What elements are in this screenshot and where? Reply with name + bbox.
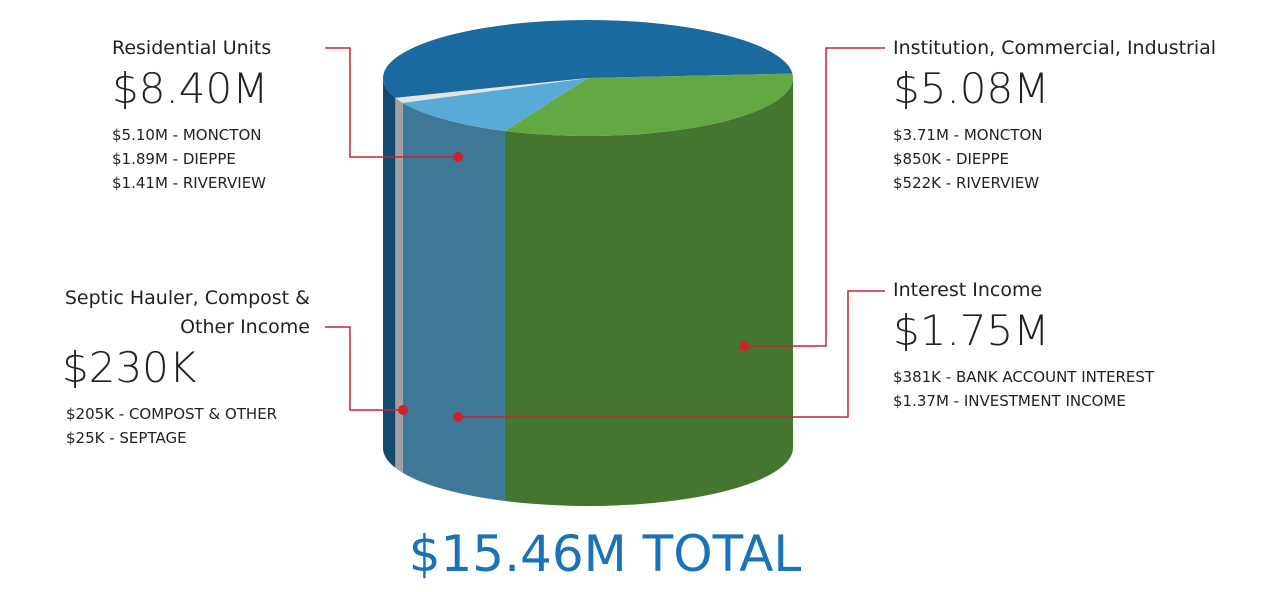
- slice-label: Residential Units $8.40M $5.10M - MONCTON $…: [112, 34, 412, 195]
- detail-line: $850K - DIEPPE: [893, 150, 1009, 168]
- slice-side: [504, 78, 793, 507]
- slice: [504, 73, 793, 136]
- slice-label: Septic Hauler, Compost & Other Income $23…: [40, 284, 310, 450]
- details: $381K - BANK ACCOUNT INTEREST $1.37M - IN…: [893, 365, 1280, 413]
- dot: [398, 405, 408, 415]
- category-name: Residential Units: [112, 37, 272, 59]
- leader-line: [458, 290, 885, 418]
- details: $5.10M - MONCTON $1.89M - DIEPPE $1.41M - …: [112, 123, 412, 195]
- slice: [383, 20, 793, 98]
- dots: [398, 152, 749, 422]
- detail-line: $1.89M - DIEPPE: [112, 150, 236, 168]
- detail-line: $205K - COMPOST & OTHER: [66, 405, 278, 423]
- slice-side: [395, 97, 403, 473]
- category-name: Septic Hauler, Compost & Other Income: [64, 287, 310, 338]
- category-name: Interest Income: [893, 279, 1043, 301]
- details: $205K - COMPOST & OTHER $25K - SEPTAGE: [66, 402, 310, 450]
- pie: [382, 20, 793, 507]
- slice-label: Institution, Commercial, Industrial $5.08…: [893, 34, 1280, 195]
- detail-line: $1.41M - RIVERVIEW: [112, 174, 267, 192]
- total: $15.46M TOTAL: [408, 525, 802, 583]
- value-label: $1.75M: [893, 306, 1050, 355]
- value-label: $230K: [62, 343, 197, 392]
- dot: [739, 341, 749, 351]
- detail-line: $381K - BANK ACCOUNT INTEREST: [893, 368, 1155, 386]
- value-label: $8.40M: [112, 64, 269, 113]
- value-label: $5.08M: [893, 64, 1050, 113]
- details: $3.71M - MONCTON $850K - DIEPPE $522K - RI…: [893, 123, 1280, 195]
- leaders: [325, 47, 885, 418]
- category-name: Institution, Commercial, Industrial: [893, 37, 1217, 59]
- leader-line: [325, 326, 403, 411]
- detail-line: $25K - SEPTAGE: [66, 429, 187, 447]
- detail-line: $3.71M - MONCTON: [893, 126, 1043, 144]
- detail-line: $5.10M - MONCTON: [112, 126, 262, 144]
- slice: [395, 78, 588, 103]
- dot: [453, 152, 463, 162]
- slice-side: [382, 78, 396, 468]
- slice-side: [402, 102, 505, 502]
- leader-line: [744, 47, 885, 347]
- leader-line: [325, 47, 458, 158]
- detail-line: $522K - RIVERVIEW: [893, 174, 1040, 192]
- dot: [453, 412, 463, 422]
- slice: [402, 78, 588, 132]
- detail-line: $1.37M - INVESTMENT INCOME: [893, 392, 1126, 410]
- slice-label: Interest Income $1.75M $381K - BANK ACCOUN…: [893, 276, 1280, 413]
